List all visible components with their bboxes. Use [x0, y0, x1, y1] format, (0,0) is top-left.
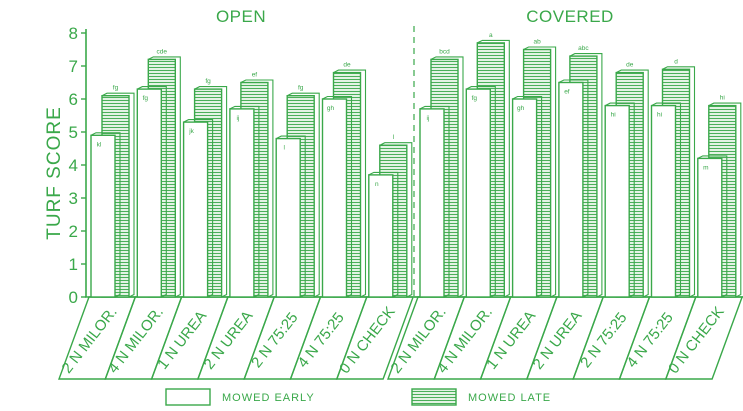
bar-label-late: d	[674, 58, 678, 65]
bar-label-early: n	[375, 181, 379, 188]
bar-mowed-late-edge	[523, 46, 557, 298]
bar-mowed-early	[511, 98, 538, 298]
bar-mowed-early-edge	[275, 135, 306, 298]
y-tick-label: 0	[69, 288, 78, 307]
bar-label-late: ef	[252, 72, 258, 79]
legend-swatch-late	[411, 388, 457, 406]
y-tick-label: 3	[69, 189, 78, 208]
bar-label-early: jk	[188, 128, 194, 135]
panel-title: OPEN	[216, 7, 266, 26]
bar-mowed-early-edge	[466, 86, 496, 298]
legend-swatch-early	[165, 388, 211, 406]
bar-label-late: fg	[113, 85, 119, 92]
y-axis-label: TURF SCORE	[44, 106, 65, 240]
bar-mowed-early	[697, 157, 723, 298]
bar-mowed-late-edge	[333, 69, 367, 298]
bar-mowed-early	[321, 98, 348, 298]
bar-mowed-early-edge	[183, 119, 214, 298]
bar-mowed-late-edge	[194, 86, 228, 298]
bar-label-early: ij	[236, 115, 239, 122]
bar-mowed-early-edge	[604, 102, 635, 298]
bar-label-late: a	[489, 32, 493, 39]
bar-mowed-late-edge	[477, 39, 510, 298]
bar-mowed-early	[465, 88, 491, 298]
bar-mowed-early	[558, 81, 584, 298]
y-tick-label: 5	[69, 123, 78, 142]
bar-mowed-early	[182, 121, 209, 298]
bar-mowed-early-edge	[229, 105, 260, 298]
bar-label-late: cde	[157, 48, 168, 55]
bar-label-early: ef	[564, 89, 570, 96]
bar-mowed-late-edge	[101, 92, 135, 298]
bar-mowed-late-edge	[708, 102, 742, 298]
bar-mowed-late-edge	[286, 92, 320, 298]
bar-mowed-early	[90, 134, 116, 298]
bar-mowed-late-edge	[430, 56, 464, 298]
bar-label-early: ij	[427, 115, 430, 122]
bar-mowed-early-edge	[137, 86, 167, 298]
bar-label-late: fg	[205, 78, 211, 85]
bar-mowed-late-edge	[379, 142, 413, 298]
bar-label-late: abc	[578, 45, 589, 52]
y-tick-label: 6	[69, 90, 78, 109]
bar-mowed-early-edge	[697, 155, 728, 298]
y-tick-label: 4	[69, 156, 78, 175]
legend-label-late: MOWED LATE	[468, 392, 551, 404]
bar-mowed-early	[275, 137, 301, 298]
panel-title: COVERED	[526, 7, 614, 26]
bar-label-late: de	[343, 62, 351, 69]
bar-mowed-late-edge	[148, 56, 181, 298]
bar-label-late: de	[626, 62, 634, 69]
y-tick-label: 8	[69, 24, 78, 43]
bar-label-early: gh	[327, 105, 335, 112]
y-tick-label: 2	[69, 222, 78, 241]
bar-mowed-late-edge	[662, 66, 696, 298]
bar-mowed-early	[604, 104, 630, 298]
bar-mowed-early-edge	[322, 95, 353, 298]
bar-label-early: l	[283, 145, 285, 152]
bar-label-early: hi	[657, 112, 662, 119]
bar-label-late: ab	[533, 39, 541, 46]
bar-mowed-late-edge	[615, 69, 649, 298]
bar-mowed-late-edge	[569, 53, 603, 298]
bar-mowed-early-edge	[512, 95, 543, 298]
bar-label-early: fg	[143, 95, 149, 102]
bar-mowed-early-edge	[651, 102, 682, 298]
bar-mowed-early-edge	[368, 171, 399, 298]
bar-mowed-early	[650, 104, 677, 298]
bar-mowed-early	[229, 108, 255, 298]
legend-label-early: MOWED EARLY	[222, 392, 315, 404]
bar-label-early: kl	[97, 141, 102, 148]
bar-mowed-early	[368, 174, 394, 298]
bar-mowed-early	[419, 108, 445, 298]
bar-label-early: gh	[517, 105, 525, 112]
bar-label-late: fg	[298, 85, 304, 92]
bar-mowed-early	[136, 88, 163, 298]
bar-mowed-early-edge	[419, 105, 450, 298]
category-label: 0 N CHECK	[665, 303, 728, 377]
bar-mowed-early-edge	[90, 132, 121, 298]
bar-label-late: bcd	[439, 48, 450, 55]
bar-mowed-late-edge	[240, 79, 274, 298]
bar-label-early: hi	[611, 112, 616, 119]
y-tick-label: 1	[69, 255, 78, 274]
bar-label-early: fg	[472, 95, 478, 102]
bar-label-early: m	[703, 164, 708, 171]
bar-mowed-early-edge	[558, 79, 589, 298]
bar-label-late: hi	[720, 95, 725, 102]
y-tick-label: 7	[69, 57, 78, 76]
bar-label-late: l	[393, 134, 395, 141]
